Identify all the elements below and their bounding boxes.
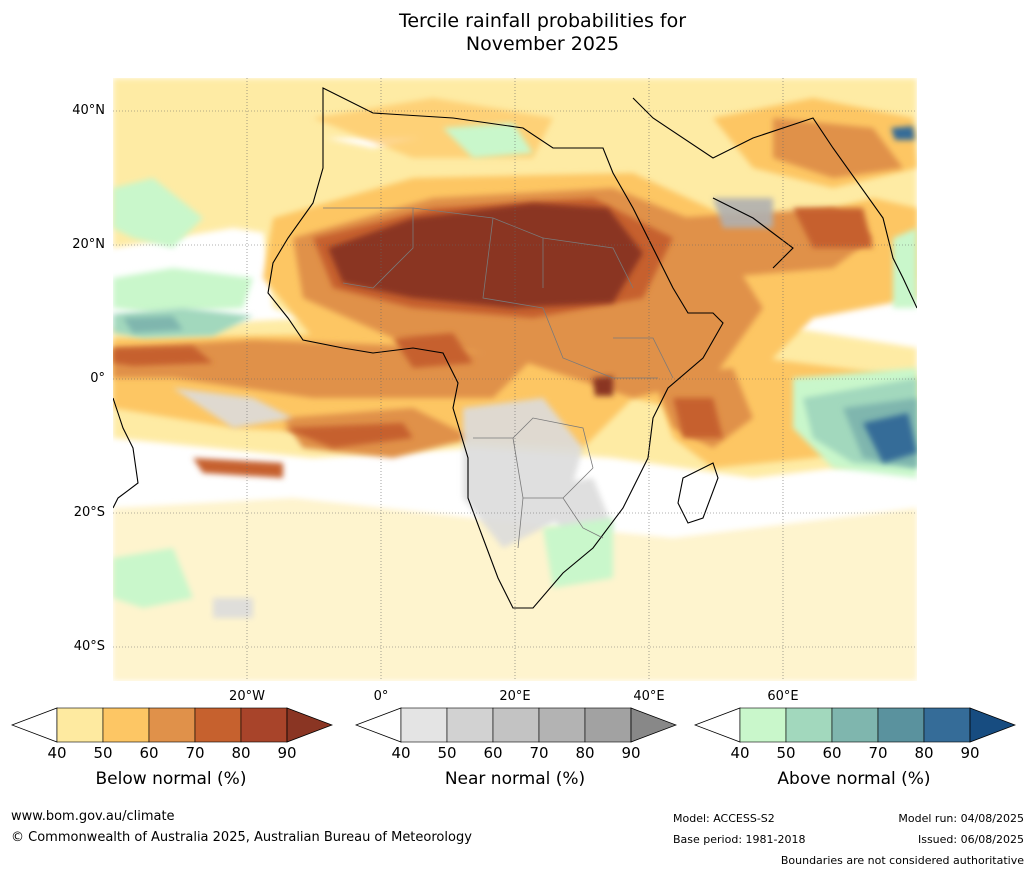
- below-normal-segment-4: [194, 707, 242, 743]
- below-normal-low-extension: [11, 707, 58, 743]
- above-normal-low-extension: [694, 707, 741, 743]
- probability-map: [112, 78, 918, 681]
- below-normal-segment-3: [148, 707, 196, 743]
- below-normal-legend-title: Below normal (%): [95, 769, 247, 789]
- near-normal-tick-label: 60: [483, 744, 503, 762]
- near-normal-tick-label: 90: [621, 744, 641, 762]
- below-normal-segment-2: [102, 707, 150, 743]
- below-normal-tick-label: 90: [277, 744, 297, 762]
- below-normal-colorbar: [11, 707, 333, 743]
- near-normal-tick-label: 40: [391, 744, 411, 762]
- above-normal-high-extension: [969, 707, 1016, 743]
- website-link[interactable]: www.bom.gov.au/climate: [11, 809, 175, 824]
- title-line-1: Tercile rainfall probabilities for: [398, 10, 687, 32]
- below-normal-tick-label: 70: [185, 744, 205, 762]
- below-normal-segment-1: [56, 707, 104, 743]
- near-normal-tick-label: 70: [529, 744, 549, 762]
- above-normal-segment-1: [739, 707, 787, 743]
- near-normal-segment-3: [492, 707, 540, 743]
- lat-label-20n: 20°N: [72, 237, 105, 252]
- below-normal-high-extension: [286, 707, 333, 743]
- near-normal-segment-1: [400, 707, 448, 743]
- copyright-text: © Commonwealth of Australia 2025, Austra…: [11, 830, 472, 845]
- map-title: Tercile rainfall probabilities for Novem…: [0, 10, 1035, 56]
- near-normal-low-extension: [355, 707, 402, 743]
- model-run-label: Model run: 04/08/2025: [898, 812, 1024, 825]
- near-normal-segment-5: [584, 707, 632, 743]
- base-period-label: Base period: 1981-2018: [673, 833, 806, 846]
- above-normal-80-90-region: [863, 126, 917, 463]
- above-normal-segment-2: [785, 707, 833, 743]
- above-normal-segment-5: [923, 707, 971, 743]
- lat-label-20s: 20°S: [73, 505, 105, 520]
- lon-label-20w: 20°W: [229, 689, 265, 704]
- above-normal-tick-label: 90: [960, 744, 980, 762]
- near-normal-tick-label: 50: [437, 744, 457, 762]
- below-normal-tick-label: 80: [231, 744, 251, 762]
- above-normal-tick-label: 70: [868, 744, 888, 762]
- above-normal-tick-label: 80: [914, 744, 934, 762]
- above-normal-tick-label: 40: [730, 744, 750, 762]
- near-normal-colorbar: [355, 707, 677, 743]
- country-boundaries: [323, 207, 674, 549]
- above-normal-legend-title: Above normal (%): [777, 769, 931, 789]
- near-normal-tick-label: 80: [575, 744, 595, 762]
- above-normal-tick-label: 60: [822, 744, 842, 762]
- model-label: Model: ACCESS-S2: [673, 812, 775, 825]
- above-normal-tick-label: 50: [776, 744, 796, 762]
- map-canvas: [112, 78, 918, 681]
- lon-label-20e: 20°E: [499, 689, 531, 704]
- lat-label-40s: 40°S: [73, 639, 105, 654]
- above-normal-segment-3: [831, 707, 879, 743]
- disclaimer-label: Boundaries are not considered authoritat…: [780, 854, 1024, 867]
- above-normal-colorbar: [694, 707, 1016, 743]
- graticule: [113, 78, 917, 681]
- below-normal-tick-label: 50: [93, 744, 113, 762]
- near-normal-segment-4: [538, 707, 586, 743]
- below-normal-tick-label: 40: [47, 744, 67, 762]
- lon-label-0: 0°: [373, 689, 389, 704]
- near-normal-legend-title: Near normal (%): [444, 769, 586, 789]
- below-normal-80-90-region: [328, 203, 643, 396]
- near-normal-high-extension: [630, 707, 677, 743]
- below-normal-tick-label: 60: [139, 744, 159, 762]
- lat-label-40n: 40°N: [72, 103, 105, 118]
- above-normal-segment-4: [877, 707, 925, 743]
- lon-label-60e: 60°E: [767, 689, 799, 704]
- title-line-2: November 2025: [465, 33, 620, 55]
- lon-label-40e: 40°E: [633, 689, 665, 704]
- below-normal-segment-5: [240, 707, 288, 743]
- near-normal-segment-2: [446, 707, 494, 743]
- lat-label-0: 0°: [90, 371, 105, 386]
- issued-label: Issued: 06/08/2025: [917, 833, 1024, 846]
